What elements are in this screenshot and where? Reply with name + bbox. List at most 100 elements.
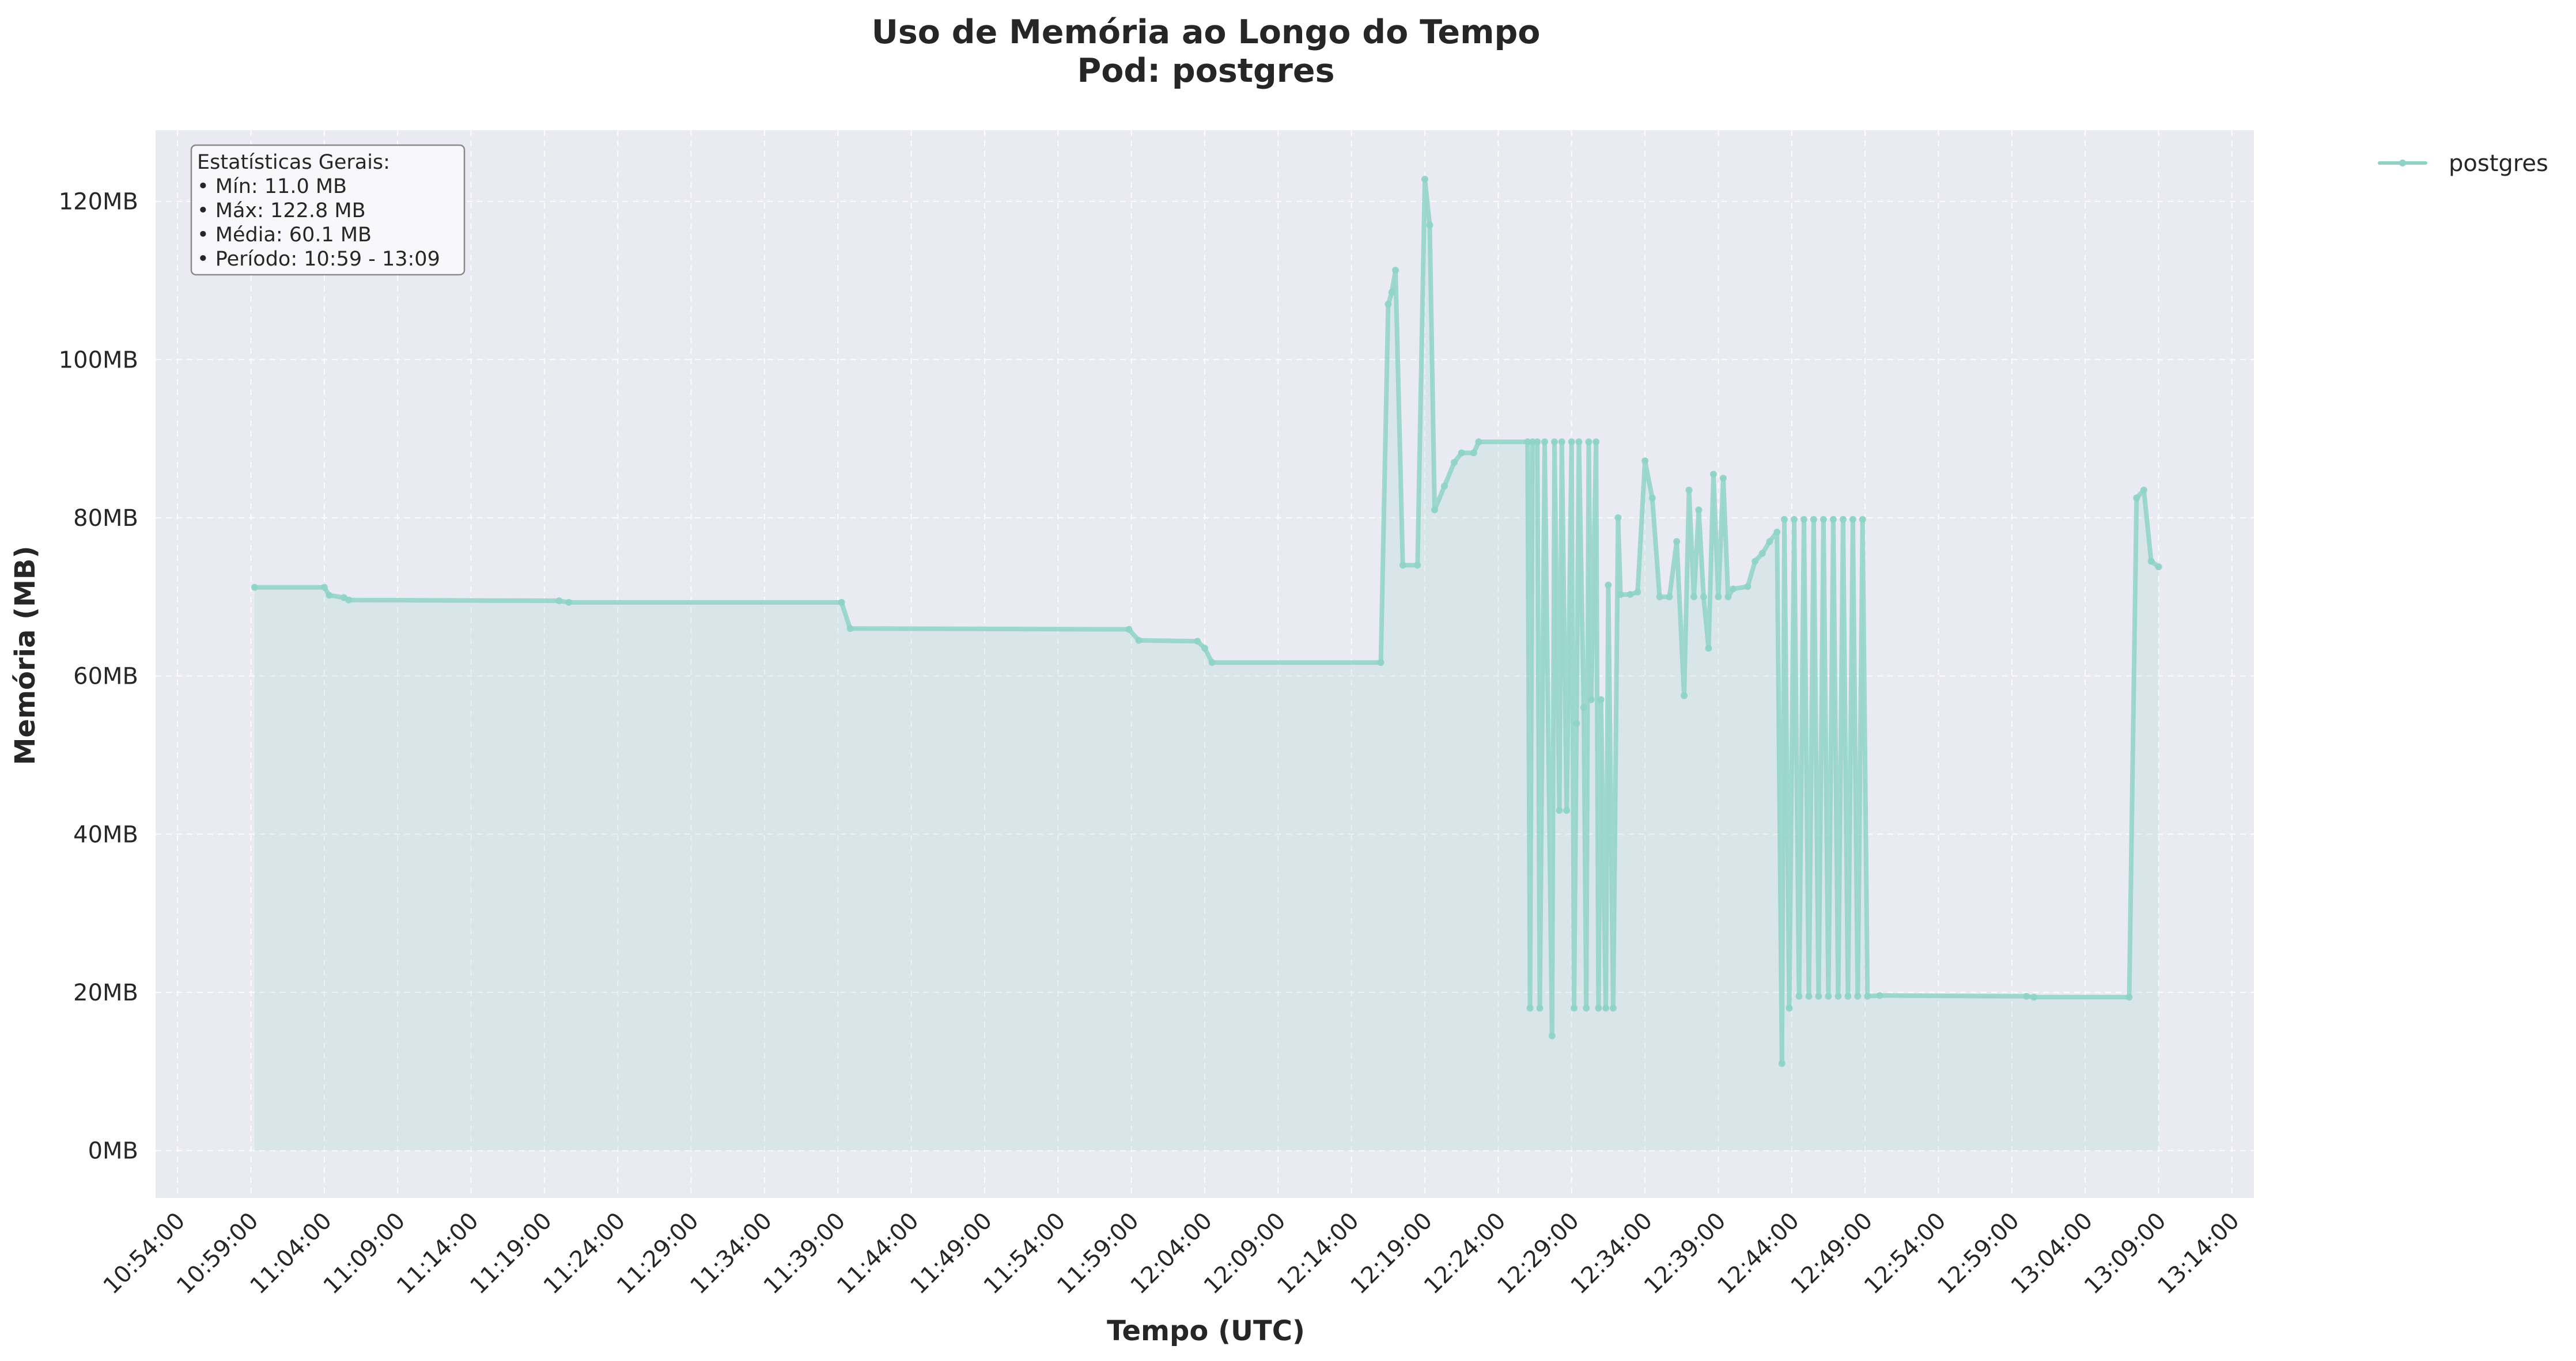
data-point: [1571, 1004, 1578, 1012]
data-point: [1800, 515, 1807, 523]
data-point: [1125, 625, 1133, 633]
data-point: [1421, 176, 1428, 183]
data-point: [1614, 514, 1622, 521]
data-point: [1602, 1004, 1610, 1012]
data-point: [1426, 221, 1433, 229]
data-point: [1399, 562, 1406, 569]
data-point: [2133, 494, 2140, 502]
data-point: [1592, 438, 1600, 446]
data-point: [1583, 1004, 1590, 1012]
data-point: [2140, 486, 2147, 494]
data-point: [1458, 449, 1465, 457]
data-point: [1392, 267, 1399, 274]
data-point: [1715, 593, 1722, 601]
legend-marker-postgres: [2399, 160, 2406, 166]
data-point: [1534, 438, 1541, 446]
data-point: [1786, 1004, 1793, 1012]
stats-box-frame: [190, 144, 466, 276]
data-point: [1377, 659, 1385, 666]
stats-box: Estatísticas Gerais: • Mín: 11.0 MB • Má…: [190, 144, 466, 276]
data-point: [1781, 515, 1788, 523]
data-point: [1597, 696, 1605, 703]
data-point: [2155, 563, 2162, 571]
chart-subtitle: Pod: postgres: [1077, 52, 1334, 90]
data-point: [1648, 494, 1656, 502]
data-point: [1854, 992, 1862, 1000]
data-point: [1834, 992, 1842, 1000]
data-point: [1815, 992, 1822, 1000]
data-point: [1844, 992, 1852, 1000]
data-point: [1595, 1004, 1602, 1012]
stats-max: • Máx: 122.8 MB: [197, 199, 366, 222]
data-point: [1758, 549, 1766, 557]
series-points-layer: [251, 176, 2162, 1067]
data-point: [1626, 591, 1634, 598]
data-point: [1135, 636, 1143, 644]
data-point: [1724, 593, 1732, 601]
data-point: [1805, 992, 1813, 1000]
data-point: [1201, 645, 1208, 652]
data-point: [1451, 458, 1458, 466]
x-axis-ticks: 10:54:0010:59:0011:04:0011:09:0011:14:00…: [99, 1208, 2245, 1300]
data-point: [1609, 1004, 1617, 1012]
data-point: [1791, 515, 1798, 523]
data-point: [251, 583, 258, 591]
data-point: [1605, 581, 1612, 589]
legend: postgres: [2378, 150, 2548, 177]
data-point: [326, 592, 333, 599]
y-tick-label: 40MB: [73, 821, 138, 848]
data-point: [1568, 438, 1575, 446]
data-point: [1766, 538, 1773, 545]
y-axis-ticks: 0MB 20MB 40MB 60MB 80MB 100MB 120MB: [59, 189, 138, 1165]
data-point: [1849, 515, 1856, 523]
data-point: [1695, 506, 1703, 514]
data-point: [846, 625, 854, 632]
data-point: [1536, 1004, 1544, 1012]
y-tick-label: 0MB: [88, 1138, 138, 1165]
data-point: [1825, 992, 1832, 1000]
data-point: [1634, 589, 1641, 596]
data-point: [1526, 1004, 1534, 1012]
data-point: [1705, 645, 1712, 652]
data-point: [2023, 992, 2030, 1000]
data-point: [1719, 475, 1727, 482]
data-point: [1587, 696, 1595, 703]
data-point: [1666, 593, 1673, 601]
chart-title: Uso de Memória ao Longo do Tempo: [872, 13, 1541, 51]
data-point: [1752, 558, 1759, 565]
data-point: [1700, 593, 1707, 601]
data-point: [1580, 704, 1587, 711]
data-point: [1829, 515, 1837, 523]
data-point: [320, 583, 328, 591]
data-point: [1810, 515, 1817, 523]
data-point: [1431, 506, 1438, 514]
stats-min: • Mín: 11.0 MB: [197, 175, 347, 198]
y-axis-label: Memória (MB): [9, 546, 41, 765]
data-point: [555, 597, 563, 605]
data-point: [1524, 438, 1531, 446]
data-point: [1551, 438, 1558, 446]
data-point: [1859, 515, 1866, 523]
data-point: [1470, 449, 1477, 457]
y-tick-label: 80MB: [73, 505, 138, 532]
data-point: [565, 598, 573, 606]
data-point: [1820, 515, 1827, 523]
data-point: [1656, 593, 1663, 601]
data-point: [1194, 638, 1201, 645]
data-point: [2147, 558, 2155, 565]
data-point: [1575, 438, 1583, 446]
data-point: [1541, 438, 1548, 446]
data-point: [1441, 483, 1448, 490]
data-point: [1795, 992, 1803, 1000]
data-point: [1673, 538, 1681, 545]
data-point: [1864, 992, 1871, 1000]
data-point: [1558, 438, 1565, 446]
data-point: [1414, 562, 1421, 569]
data-point: [1778, 1060, 1786, 1067]
x-axis-label: Tempo (UTC): [1107, 1315, 1305, 1347]
data-point: [1556, 807, 1563, 814]
area-fill-layer: [254, 179, 2159, 1151]
data-point: [1529, 438, 1536, 446]
data-point: [1475, 438, 1482, 446]
